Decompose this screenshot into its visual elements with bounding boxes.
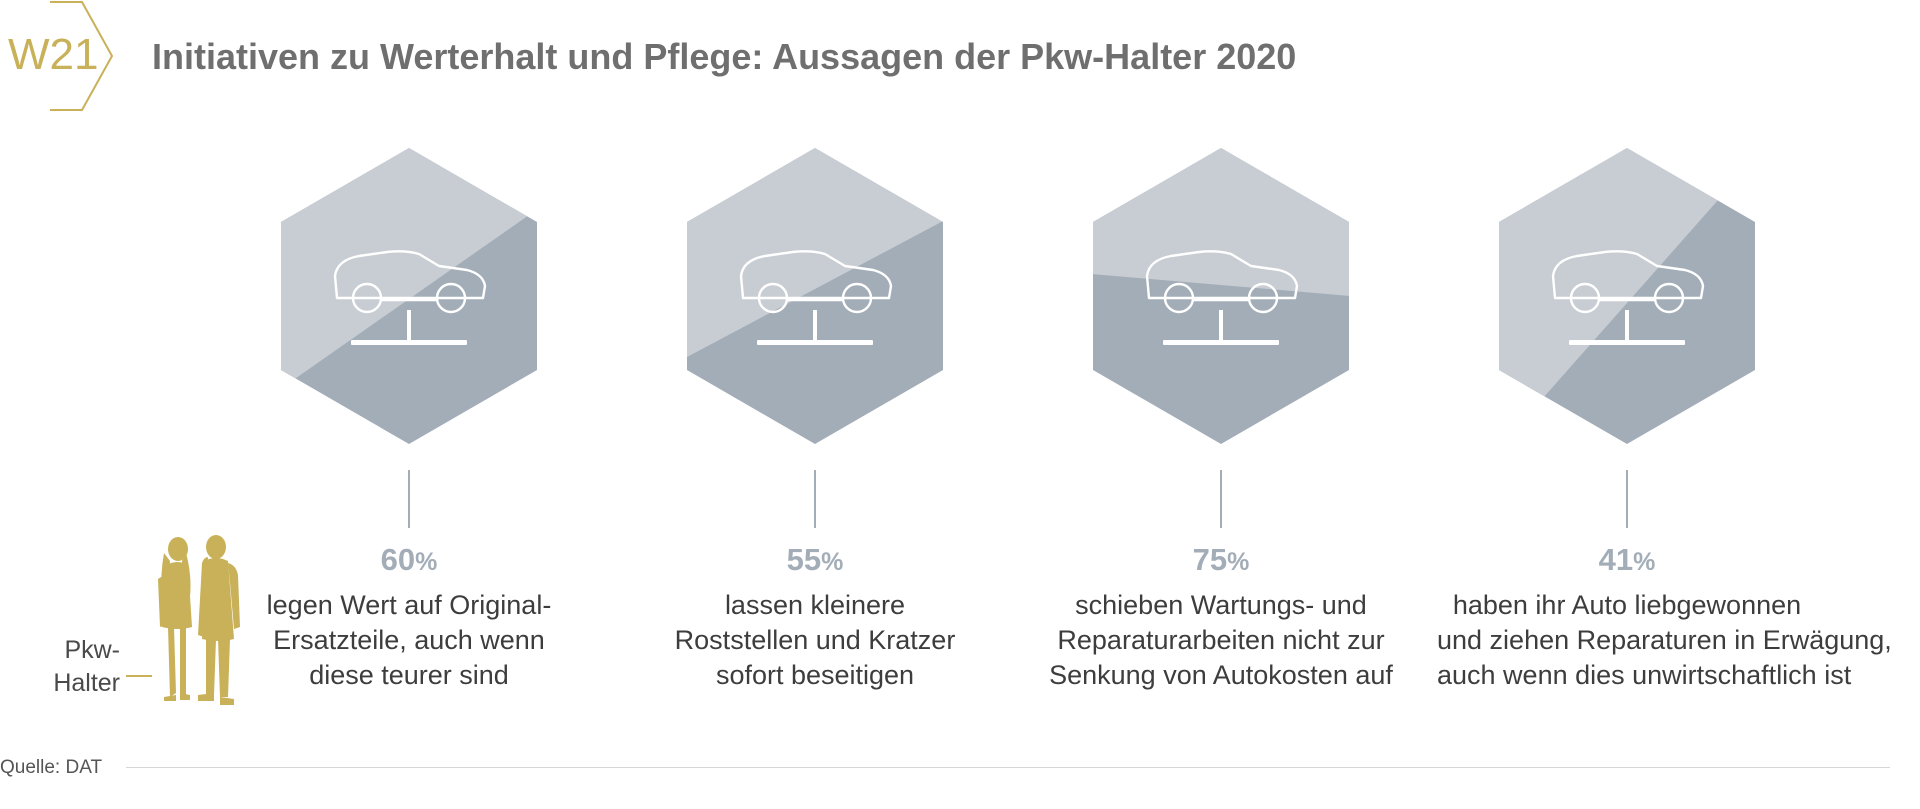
- percent-value: 55%: [665, 542, 965, 578]
- percent-number: 55: [786, 542, 822, 577]
- people-icon: [158, 535, 240, 705]
- statement-line: schieben Wartungs- und: [1075, 590, 1367, 620]
- car-lift-icon: [1551, 250, 1705, 314]
- statement-line: haben ihr Auto liebgewonnen: [1452, 590, 1802, 620]
- hexagon-shape: [281, 148, 537, 444]
- people-label-leader: [126, 675, 152, 677]
- percent-unit: %: [1227, 548, 1250, 576]
- percent-value: 41%: [1477, 542, 1777, 578]
- statement-line: auch wenn dies unwirtschaftlich ist: [1437, 660, 1852, 690]
- chart-number-badge: W21: [0, 0, 120, 112]
- badge-chevron-icon: [50, 1, 114, 111]
- percent-unit: %: [821, 548, 844, 576]
- source-divider: [126, 767, 1890, 768]
- chart-number: W21: [8, 30, 99, 79]
- statement-line: Ersatzteile, auch wenn: [273, 625, 545, 655]
- statement-line: Reparaturarbeiten nicht zur: [1057, 625, 1385, 655]
- percent-value: 60%: [259, 542, 559, 578]
- statement-line: sofort beseitigen: [715, 660, 915, 690]
- people-label-line-1: Pkw-: [64, 636, 120, 664]
- car-lift-icon: [333, 250, 487, 314]
- hexagon-shape: [1093, 148, 1349, 444]
- statement-text: schieben Wartungs- und Reparaturarbeiten …: [1031, 588, 1411, 693]
- hexagon-shape: [687, 148, 943, 444]
- connector-line: [814, 470, 816, 528]
- statement-text: haben ihr Auto liebgewonnen und ziehen Re…: [1437, 588, 1892, 693]
- hexagon-card: [1497, 148, 1757, 444]
- lift-stand: [757, 310, 873, 345]
- percent-value: 75%: [1071, 542, 1371, 578]
- hexagon-shape: [1499, 148, 1755, 444]
- percent-unit: %: [1633, 548, 1656, 576]
- statement-line: lassen kleinere: [724, 590, 906, 620]
- hexagon-card: [685, 148, 945, 444]
- connector-line: [1220, 470, 1222, 528]
- page-title: Initiativen zu Werterhalt und Pflege: Au…: [152, 36, 1297, 77]
- statement-line: diese teurer sind: [309, 660, 509, 690]
- lift-stand: [1569, 310, 1685, 345]
- lift-stand: [351, 310, 467, 345]
- percent-unit: %: [415, 548, 438, 576]
- statement-line: und ziehen Reparaturen in Erwägung,: [1437, 625, 1892, 655]
- statement-line: Senkung von Autokosten auf: [1049, 660, 1393, 690]
- statement-text: lassen kleinere Roststellen und Kratzer so…: [625, 588, 1005, 693]
- percent-number: 60: [380, 542, 416, 577]
- people-label-line-2: Halter: [53, 669, 120, 697]
- hexagon-card: [279, 148, 539, 444]
- percent-number: 41: [1598, 542, 1634, 577]
- hexagon-card: [1091, 148, 1351, 444]
- lift-stand: [1163, 310, 1279, 345]
- people-label: Pkw- Halter: [40, 634, 120, 700]
- connector-line: [408, 470, 410, 528]
- source-note: Quelle: DAT: [0, 757, 103, 778]
- connector-line: [1626, 470, 1628, 528]
- statement-text: legen Wert auf Original- Ersatzteile, auc…: [219, 588, 599, 693]
- percent-number: 75: [1192, 542, 1228, 577]
- statement-line: legen Wert auf Original-: [266, 590, 552, 620]
- car-lift-icon: [739, 250, 893, 314]
- car-lift-icon: [1145, 250, 1299, 314]
- statement-line: Roststellen und Kratzer: [674, 625, 956, 655]
